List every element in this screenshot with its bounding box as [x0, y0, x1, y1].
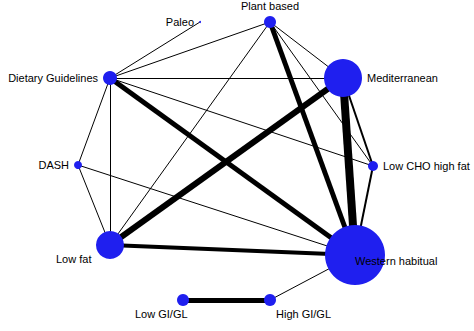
- svg-text:Paleo: Paleo: [166, 16, 194, 28]
- svg-text:Mediterranean: Mediterranean: [367, 72, 438, 84]
- svg-text:Low GI/GL: Low GI/GL: [135, 308, 188, 320]
- svg-text:Western habitual: Western habitual: [355, 255, 437, 267]
- svg-text:Plant based: Plant based: [241, 0, 299, 12]
- svg-text:DASH: DASH: [38, 159, 69, 171]
- svg-text:Dietary Guidelines: Dietary Guidelines: [8, 72, 98, 84]
- svg-text:Low fat: Low fat: [56, 253, 91, 265]
- svg-text:Low CHO high fat: Low CHO high fat: [383, 160, 470, 172]
- svg-text:High GI/GL: High GI/GL: [276, 308, 331, 320]
